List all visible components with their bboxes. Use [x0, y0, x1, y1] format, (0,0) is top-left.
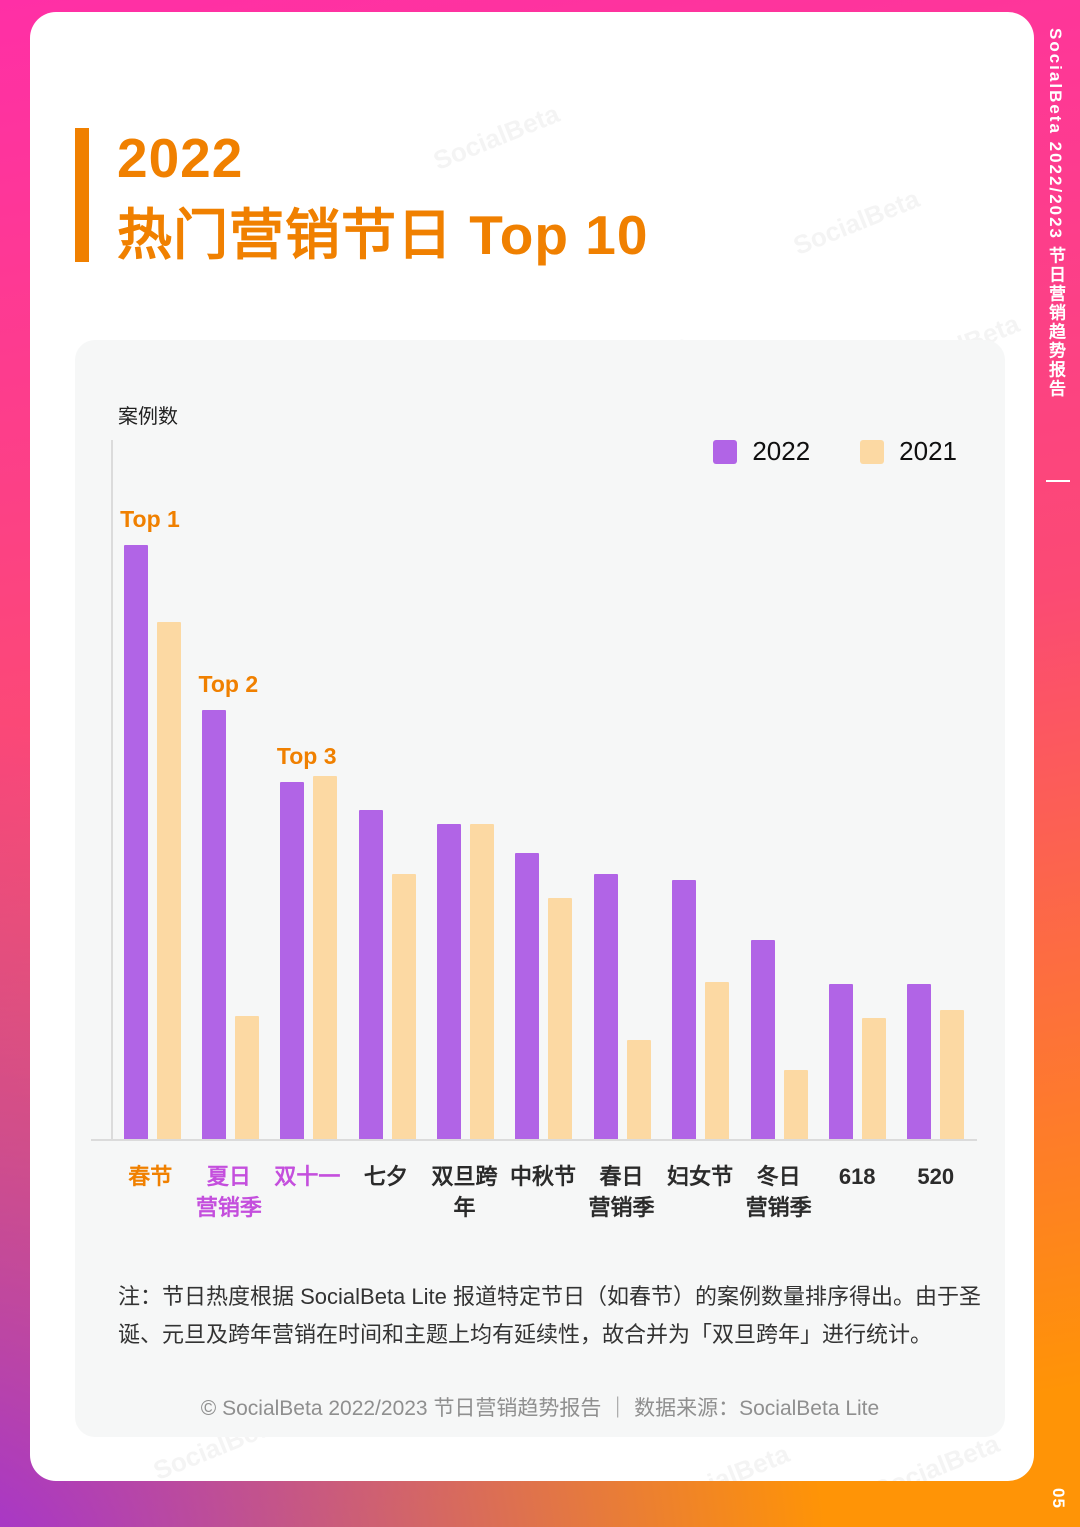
bar-2021	[313, 776, 338, 1140]
bar-2022	[672, 880, 697, 1140]
bar-2022	[907, 984, 932, 1140]
bar-2022	[280, 782, 305, 1140]
category-label: 618	[838, 1164, 876, 1189]
top-rank-label: Top 2	[198, 671, 259, 697]
bar-2022	[358, 810, 383, 1140]
bar-pair	[280, 776, 338, 1140]
category-axis: 春节 夏日 营销季 双十一 七夕 双旦跨年 中秋节 春日 营销季 妇女节 冬日 营销季 618 52…	[111, 1162, 975, 1224]
bar-2021	[235, 1016, 260, 1140]
bar-2021	[391, 874, 416, 1140]
bar-pair	[123, 545, 181, 1140]
top-rank-label: Top 3	[276, 743, 337, 769]
bar-group	[818, 440, 896, 1140]
category-label: 520	[917, 1164, 955, 1189]
socialbeta-watermark: SocialBeta	[659, 1438, 794, 1481]
bar-pair	[437, 824, 495, 1140]
bar-2021	[470, 824, 495, 1140]
bar-pair	[672, 880, 730, 1140]
socialbeta-watermark: SocialBeta	[789, 183, 924, 261]
bar-2022	[828, 984, 853, 1140]
legend-item-2021: 2021	[860, 436, 957, 467]
bar-pair	[750, 940, 808, 1140]
category-label: 春日 营销季	[588, 1164, 655, 1220]
category-label: 中秋节	[510, 1164, 577, 1189]
bar-2022	[437, 824, 462, 1140]
bar-2021	[548, 898, 573, 1140]
bar-2021	[156, 622, 181, 1140]
report-page-card: SocialBeta SocialBeta SocialBeta SocialBeta…	[30, 12, 1034, 1481]
bar-group	[426, 440, 504, 1140]
bar-2022	[593, 874, 618, 1140]
bar-2021	[861, 1018, 886, 1140]
page-number: 05	[1049, 1488, 1068, 1509]
bar-pair	[593, 874, 651, 1140]
bar-group: Top 2	[191, 440, 269, 1140]
category-label: 双十一	[274, 1164, 341, 1189]
chart-source-footer: © SocialBeta 2022/2023 节日营销趋势报告 ｜ 数据来源：S…	[200, 1397, 880, 1420]
sidebar-divider	[1046, 480, 1070, 482]
category-label: 春节	[128, 1164, 173, 1189]
category-label: 七夕	[363, 1164, 408, 1189]
bar-2021	[940, 1010, 965, 1140]
legend-swatch-2022	[713, 439, 738, 464]
bar-pair	[515, 853, 573, 1140]
bar-2021	[705, 982, 730, 1140]
bar-group	[662, 440, 740, 1140]
bar-2021	[626, 1040, 651, 1140]
page-title-block: 2022 热门营销节日 Top 10	[75, 120, 648, 274]
bar-group: Top 3	[270, 440, 348, 1140]
bar-2022	[123, 545, 148, 1140]
category-label: 妇女节	[667, 1164, 734, 1189]
bar-group	[583, 440, 661, 1140]
bar-pair	[358, 810, 416, 1140]
y-axis-label: 案例数	[118, 406, 178, 428]
bar-2021	[783, 1070, 808, 1140]
bar-2022	[515, 853, 540, 1140]
top-rank-label: Top 1	[120, 506, 180, 532]
sidebar-report-title: SocialBeta 2022/2023 节日营销趋势报告	[1046, 28, 1065, 399]
bar-pair	[202, 710, 260, 1140]
legend-item-2022: 2022	[713, 436, 810, 467]
legend-swatch-2021	[860, 439, 885, 464]
bar-group	[505, 440, 583, 1140]
page-title-line2: 热门营销节日 Top 10	[117, 204, 649, 266]
bar-group	[897, 440, 975, 1140]
legend-label-2022: 2022	[752, 436, 811, 466]
legend-label-2021: 2021	[899, 436, 957, 466]
category-label: 冬日 营销季	[745, 1164, 812, 1220]
bar-2022	[750, 940, 775, 1140]
title-accent-bar	[75, 128, 89, 262]
plot-area: Top 1 Top 2 Top 3	[111, 440, 975, 1140]
bar-pair	[907, 984, 965, 1140]
bar-group	[740, 440, 818, 1140]
chart-panel: 案例数 2022 2021 Top 1 Top 2 Top 3 春节 夏日 营销季 双十…	[75, 340, 1005, 1437]
category-label: 夏日 营销季	[195, 1164, 262, 1220]
x-axis-line	[91, 1139, 977, 1141]
bar-group	[348, 440, 426, 1140]
page-title: 2022 热门营销节日 Top 10	[117, 120, 648, 274]
chart-footnote: 注：节日热度根据 SocialBeta Lite 报道特定节日（如春节）的案例数…	[118, 1284, 981, 1347]
page-title-line1: 2022	[117, 127, 244, 189]
category-label: 双旦跨年	[431, 1164, 498, 1220]
bar-group: Top 1	[113, 440, 191, 1140]
chart-legend: 2022 2021	[713, 436, 957, 467]
bar-2022	[202, 710, 227, 1140]
bar-pair	[828, 984, 886, 1140]
